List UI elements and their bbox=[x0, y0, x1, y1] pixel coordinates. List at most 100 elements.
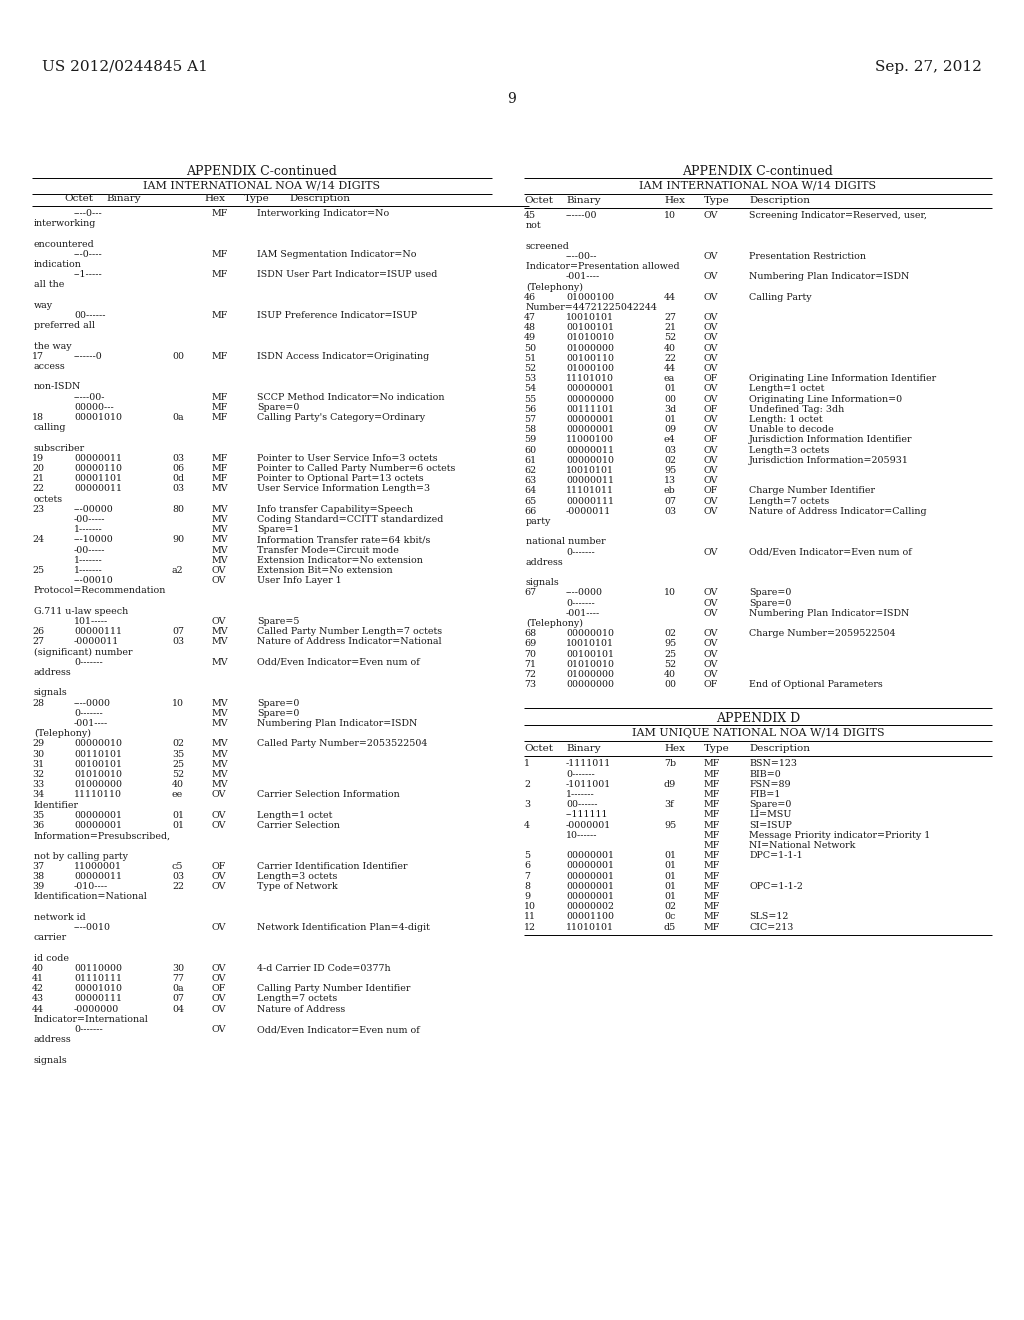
Text: Sep. 27, 2012: Sep. 27, 2012 bbox=[876, 59, 982, 74]
Text: 4: 4 bbox=[524, 821, 530, 829]
Text: encountered: encountered bbox=[34, 240, 95, 248]
Text: all the: all the bbox=[34, 280, 65, 289]
Text: MF: MF bbox=[212, 465, 228, 473]
Text: octets: octets bbox=[34, 495, 63, 504]
Text: 27: 27 bbox=[32, 638, 44, 647]
Text: MF: MF bbox=[705, 821, 720, 829]
Text: 02: 02 bbox=[664, 630, 676, 638]
Text: SCCP Method Indicator=No indication: SCCP Method Indicator=No indication bbox=[257, 392, 444, 401]
Text: 42: 42 bbox=[32, 985, 44, 993]
Text: OV: OV bbox=[212, 882, 226, 891]
Text: Message Priority indicator=Priority 1: Message Priority indicator=Priority 1 bbox=[749, 830, 930, 840]
Text: Odd/Even Indicator=Even num of: Odd/Even Indicator=Even num of bbox=[749, 548, 911, 557]
Text: Nature of Address Indicator=National: Nature of Address Indicator=National bbox=[257, 638, 441, 647]
Text: 02: 02 bbox=[664, 902, 676, 911]
Text: 00111101: 00111101 bbox=[566, 405, 614, 413]
Text: 01000000: 01000000 bbox=[566, 671, 614, 678]
Text: SI=ISUP: SI=ISUP bbox=[749, 821, 792, 829]
Text: 10: 10 bbox=[664, 589, 676, 598]
Text: OV: OV bbox=[705, 343, 719, 352]
Text: FIB=1: FIB=1 bbox=[749, 789, 780, 799]
Text: Hex: Hex bbox=[664, 195, 685, 205]
Text: Calling Party: Calling Party bbox=[749, 293, 812, 301]
Text: ---0----: ---0---- bbox=[74, 249, 102, 259]
Text: Nature of Address Indicator=Calling: Nature of Address Indicator=Calling bbox=[749, 507, 927, 516]
Text: 11: 11 bbox=[524, 912, 536, 921]
Text: 95: 95 bbox=[664, 466, 676, 475]
Text: address: address bbox=[34, 668, 72, 677]
Text: 29: 29 bbox=[32, 739, 44, 748]
Text: OF: OF bbox=[705, 486, 719, 495]
Text: MF: MF bbox=[212, 312, 228, 319]
Text: OV: OV bbox=[212, 616, 226, 626]
Text: Length=3 octets: Length=3 octets bbox=[257, 873, 337, 880]
Text: 24: 24 bbox=[32, 536, 44, 544]
Text: Type of Network: Type of Network bbox=[257, 882, 338, 891]
Text: network id: network id bbox=[34, 913, 86, 921]
Text: User Service Information Length=3: User Service Information Length=3 bbox=[257, 484, 430, 494]
Text: 00100101: 00100101 bbox=[566, 323, 614, 333]
Text: Number=44721225042244: Number=44721225042244 bbox=[526, 302, 657, 312]
Text: MF: MF bbox=[705, 759, 720, 768]
Text: 65: 65 bbox=[524, 496, 537, 506]
Text: OF: OF bbox=[212, 985, 226, 993]
Text: Carrier Selection: Carrier Selection bbox=[257, 821, 340, 830]
Text: OV: OV bbox=[705, 496, 719, 506]
Text: MV: MV bbox=[212, 545, 228, 554]
Text: 00001010: 00001010 bbox=[74, 413, 122, 422]
Text: 18: 18 bbox=[32, 413, 44, 422]
Text: non-ISDN: non-ISDN bbox=[34, 383, 81, 392]
Text: -----00-: -----00- bbox=[74, 392, 105, 401]
Text: Spare=1: Spare=1 bbox=[257, 525, 299, 535]
Text: OV: OV bbox=[705, 425, 719, 434]
Text: 60: 60 bbox=[524, 446, 537, 454]
Text: Unable to decode: Unable to decode bbox=[749, 425, 834, 434]
Text: 10------: 10------ bbox=[566, 830, 597, 840]
Text: OV: OV bbox=[212, 566, 226, 576]
Text: 38: 38 bbox=[32, 873, 44, 880]
Text: 80: 80 bbox=[172, 504, 184, 513]
Text: 54: 54 bbox=[524, 384, 537, 393]
Text: Binary: Binary bbox=[106, 194, 140, 203]
Text: Calling Party's Category=Ordinary: Calling Party's Category=Ordinary bbox=[257, 413, 425, 422]
Text: Information Transfer rate=64 kbit/s: Information Transfer rate=64 kbit/s bbox=[257, 536, 430, 544]
Text: 01: 01 bbox=[664, 882, 676, 891]
Text: Spare=0: Spare=0 bbox=[257, 709, 299, 718]
Text: 03: 03 bbox=[172, 454, 184, 463]
Text: 01000100: 01000100 bbox=[566, 293, 614, 301]
Text: Charge Number Identifier: Charge Number Identifier bbox=[749, 486, 874, 495]
Text: MF: MF bbox=[212, 249, 228, 259]
Text: 52: 52 bbox=[524, 364, 537, 374]
Text: BSN=123: BSN=123 bbox=[749, 759, 797, 768]
Text: OV: OV bbox=[705, 660, 719, 669]
Text: ---00000: ---00000 bbox=[74, 504, 114, 513]
Text: IAM INTERNATIONAL NOA W/14 DIGITS: IAM INTERNATIONAL NOA W/14 DIGITS bbox=[639, 181, 877, 191]
Text: Description: Description bbox=[749, 195, 810, 205]
Text: -0000011: -0000011 bbox=[74, 638, 119, 647]
Text: 0a: 0a bbox=[172, 413, 183, 422]
Text: Length=7 octets: Length=7 octets bbox=[257, 994, 337, 1003]
Text: User Info Layer 1: User Info Layer 1 bbox=[257, 577, 342, 585]
Text: Protocol=Recommendation: Protocol=Recommendation bbox=[34, 586, 166, 595]
Text: 64: 64 bbox=[524, 486, 537, 495]
Text: ----00--: ----00-- bbox=[566, 252, 597, 261]
Text: MF: MF bbox=[212, 454, 228, 463]
Text: IAM UNIQUE NATIONAL NOA W/14 DIGITS: IAM UNIQUE NATIONAL NOA W/14 DIGITS bbox=[632, 729, 885, 738]
Text: Length=1 octet: Length=1 octet bbox=[257, 810, 333, 820]
Text: -001----: -001---- bbox=[74, 719, 109, 729]
Text: IAM Segmentation Indicator=No: IAM Segmentation Indicator=No bbox=[257, 249, 417, 259]
Text: 55: 55 bbox=[524, 395, 537, 404]
Text: 73: 73 bbox=[524, 680, 537, 689]
Text: (Telephony): (Telephony) bbox=[526, 282, 583, 292]
Text: 51: 51 bbox=[524, 354, 537, 363]
Text: Calling Party Number Identifier: Calling Party Number Identifier bbox=[257, 985, 411, 993]
Text: OV: OV bbox=[705, 313, 719, 322]
Text: MF: MF bbox=[705, 912, 720, 921]
Text: 39: 39 bbox=[32, 882, 44, 891]
Text: Carrier Identification Identifier: Carrier Identification Identifier bbox=[257, 862, 408, 871]
Text: national number: national number bbox=[526, 537, 605, 546]
Text: 57: 57 bbox=[524, 414, 537, 424]
Text: address: address bbox=[526, 558, 564, 566]
Text: 34: 34 bbox=[32, 791, 44, 800]
Text: 0-------: 0------- bbox=[74, 709, 102, 718]
